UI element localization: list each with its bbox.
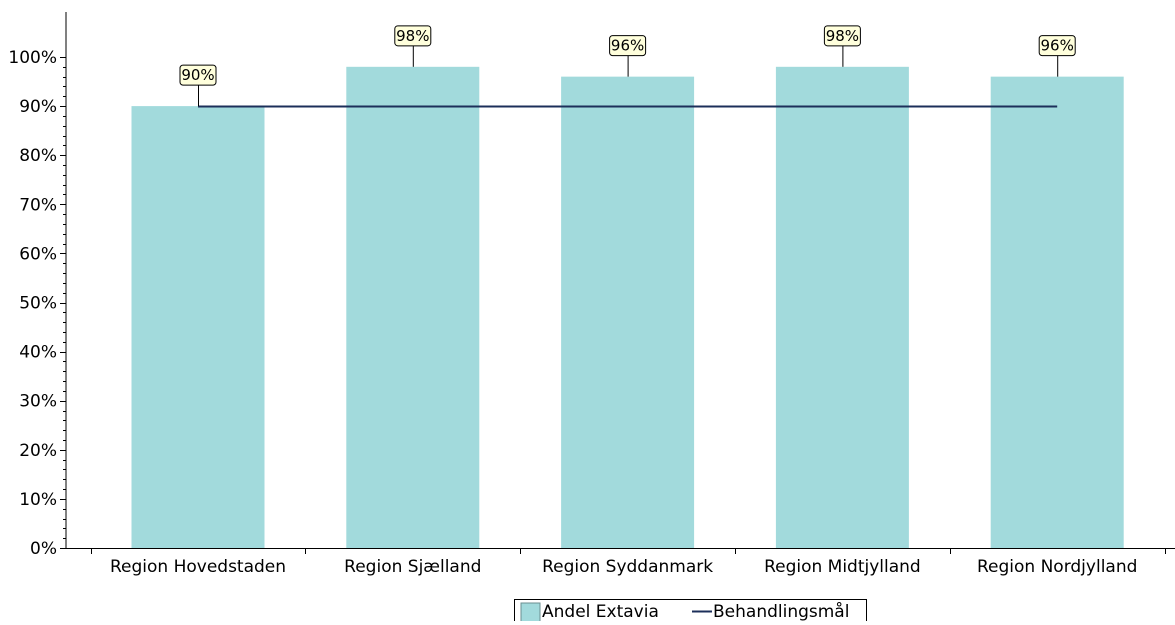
x-category-label: Region Sjælland — [344, 557, 481, 577]
y-tick-label: 60% — [19, 244, 57, 264]
x-category-label: Region Midtjylland — [764, 557, 921, 577]
legend-label-line: Behandlingsmål — [713, 601, 849, 621]
legend: Andel Extavia Behandlingsmål — [514, 599, 867, 625]
y-tick-label: 50% — [19, 294, 57, 314]
y-tick-label: 40% — [19, 343, 57, 363]
data-label-box — [823, 25, 861, 47]
y-tick-label: 0% — [30, 539, 57, 559]
bar — [561, 76, 695, 548]
bar — [990, 76, 1124, 548]
bars — [131, 66, 1124, 548]
y-tick-label: 90% — [19, 97, 57, 117]
data-label: 96% — [611, 37, 644, 55]
bar — [775, 66, 909, 548]
data-label: 96% — [1041, 37, 1074, 55]
data-label: 98% — [396, 27, 429, 45]
data-label-box — [1038, 35, 1076, 57]
x-category-label: Region Nordjylland — [977, 557, 1137, 577]
y-tick-label: 30% — [19, 392, 57, 412]
data-labels: 90% 98% 96% 98% 96% — [179, 25, 1076, 107]
data-label: 98% — [826, 27, 859, 45]
data-label-box — [609, 35, 647, 57]
x-category-label: Region Hovedstaden — [110, 557, 286, 577]
legend-swatch-bar — [520, 602, 541, 623]
y-tick-label: 10% — [19, 490, 57, 510]
y-axis: 0% 10% 20% 30% 40% 50% 60% 70% 80% 90% 100% — [8, 12, 67, 559]
data-label-box — [179, 64, 217, 86]
x-axis: Region Hovedstaden Region Sjælland Region … — [66, 548, 1175, 577]
data-label-box — [394, 25, 432, 47]
y-tick-label: 80% — [19, 146, 57, 166]
x-category-label: Region Syddanmark — [542, 557, 713, 577]
y-tick-label: 100% — [8, 48, 57, 68]
legend-label-bar: Andel Extavia — [542, 602, 659, 621]
data-label: 90% — [181, 66, 214, 84]
bar — [346, 66, 480, 548]
y-tick-label: 20% — [19, 441, 57, 461]
y-tick-label: 70% — [19, 195, 57, 215]
bar — [131, 106, 265, 548]
